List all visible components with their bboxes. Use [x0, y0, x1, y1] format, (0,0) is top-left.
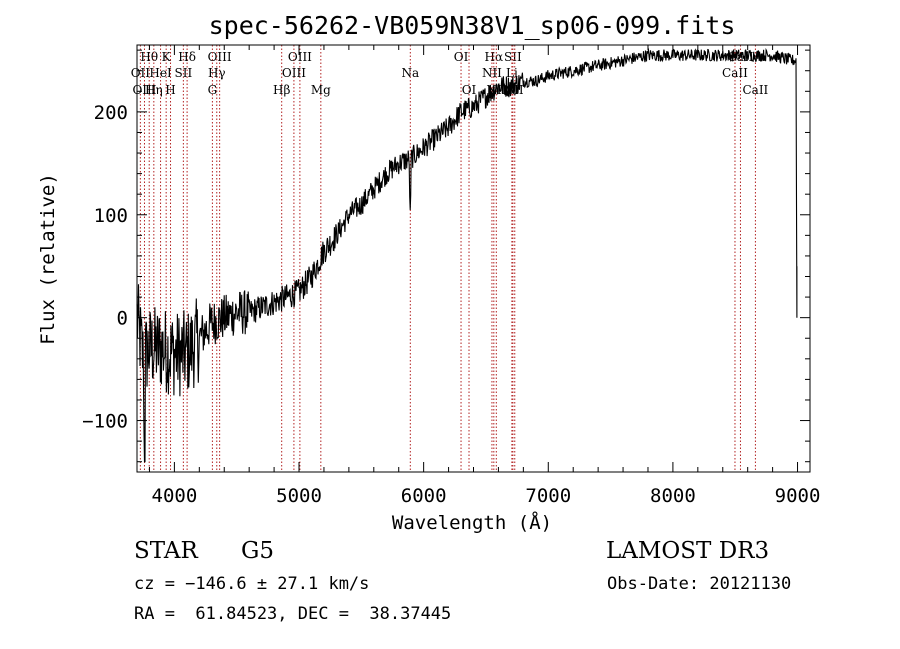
- class-type: STAR: [134, 538, 198, 564]
- spectral-line-label: OIII: [288, 50, 312, 64]
- axis-ticks: 4000 5000 6000 7000 8000 9000 −100 0 100 200: [82, 45, 820, 507]
- spectrum-trace: [136, 47, 798, 463]
- spectral-line-label: NII: [482, 66, 502, 80]
- x-tick-label: 7000: [525, 485, 571, 507]
- spectral-line-label: CaII: [742, 83, 768, 97]
- y-tick-label: 200: [94, 102, 128, 124]
- x-tick-label: 9000: [775, 485, 821, 507]
- spectral-line-label: Na: [401, 66, 419, 80]
- spectral-line-label: OII: [131, 66, 151, 80]
- spectral-line-label: SII: [504, 50, 522, 64]
- spectral-line-label: SII: [175, 66, 193, 80]
- spectral-line-label: Hθ: [140, 50, 158, 64]
- y-axis-label: Flux (relative): [37, 173, 59, 345]
- spectral-line-label: OIII: [208, 50, 232, 64]
- spectral-line-label: OIII: [132, 83, 156, 97]
- x-tick-label: 5000: [276, 485, 322, 507]
- x-tick-label: 8000: [650, 485, 696, 507]
- spectral-line-label: Hγ: [208, 66, 226, 80]
- spectral-line-label: OIII: [282, 66, 306, 80]
- spectral-line-label: Hβ: [273, 83, 290, 97]
- spectral-line-label: Hδ: [178, 50, 196, 64]
- spectral-line-label: Hη: [145, 83, 163, 97]
- spectral-line-label: HeI: [149, 66, 172, 80]
- spectral-line-label: Li: [506, 66, 518, 80]
- y-tick-label: 0: [117, 308, 128, 330]
- y-tick-label: −100: [82, 411, 128, 433]
- spectral-line-label: OI: [462, 83, 477, 97]
- x-tick-label: 4000: [152, 485, 198, 507]
- y-tick-label: 100: [94, 205, 128, 227]
- spectral-line-label: Hα: [485, 50, 504, 64]
- spectral-line-markers: Hθ OII OIII K HeI Hη H Hδ SII OIII Hγ G OIII OIII Hβ Mg…: [131, 45, 769, 472]
- x-axis-label: Wavelength (Å): [392, 511, 552, 534]
- chart-title: spec-56262-VB059N38V1_sp06-099.fits: [209, 11, 736, 40]
- x-tick-label: 6000: [401, 485, 447, 507]
- subclass: G5: [241, 538, 275, 564]
- redshift-value: cz = −146.6 ± 27.1 km/s: [134, 574, 370, 594]
- spectral-line-label: CaII: [722, 66, 748, 80]
- spectral-line-label: OI: [454, 50, 469, 64]
- obs-date: Obs-Date: 20121130: [607, 574, 792, 594]
- spectral-line-label: Mg: [311, 83, 331, 97]
- spectrum-line: [136, 47, 798, 463]
- coordinates: RA = 61.84523, DEC = 38.37445: [134, 604, 452, 624]
- spectral-line-label: G: [208, 83, 218, 97]
- spectral-line-label: K: [162, 50, 172, 64]
- survey-name: LAMOST DR3: [606, 538, 770, 564]
- spectral-line-label: H: [165, 83, 175, 97]
